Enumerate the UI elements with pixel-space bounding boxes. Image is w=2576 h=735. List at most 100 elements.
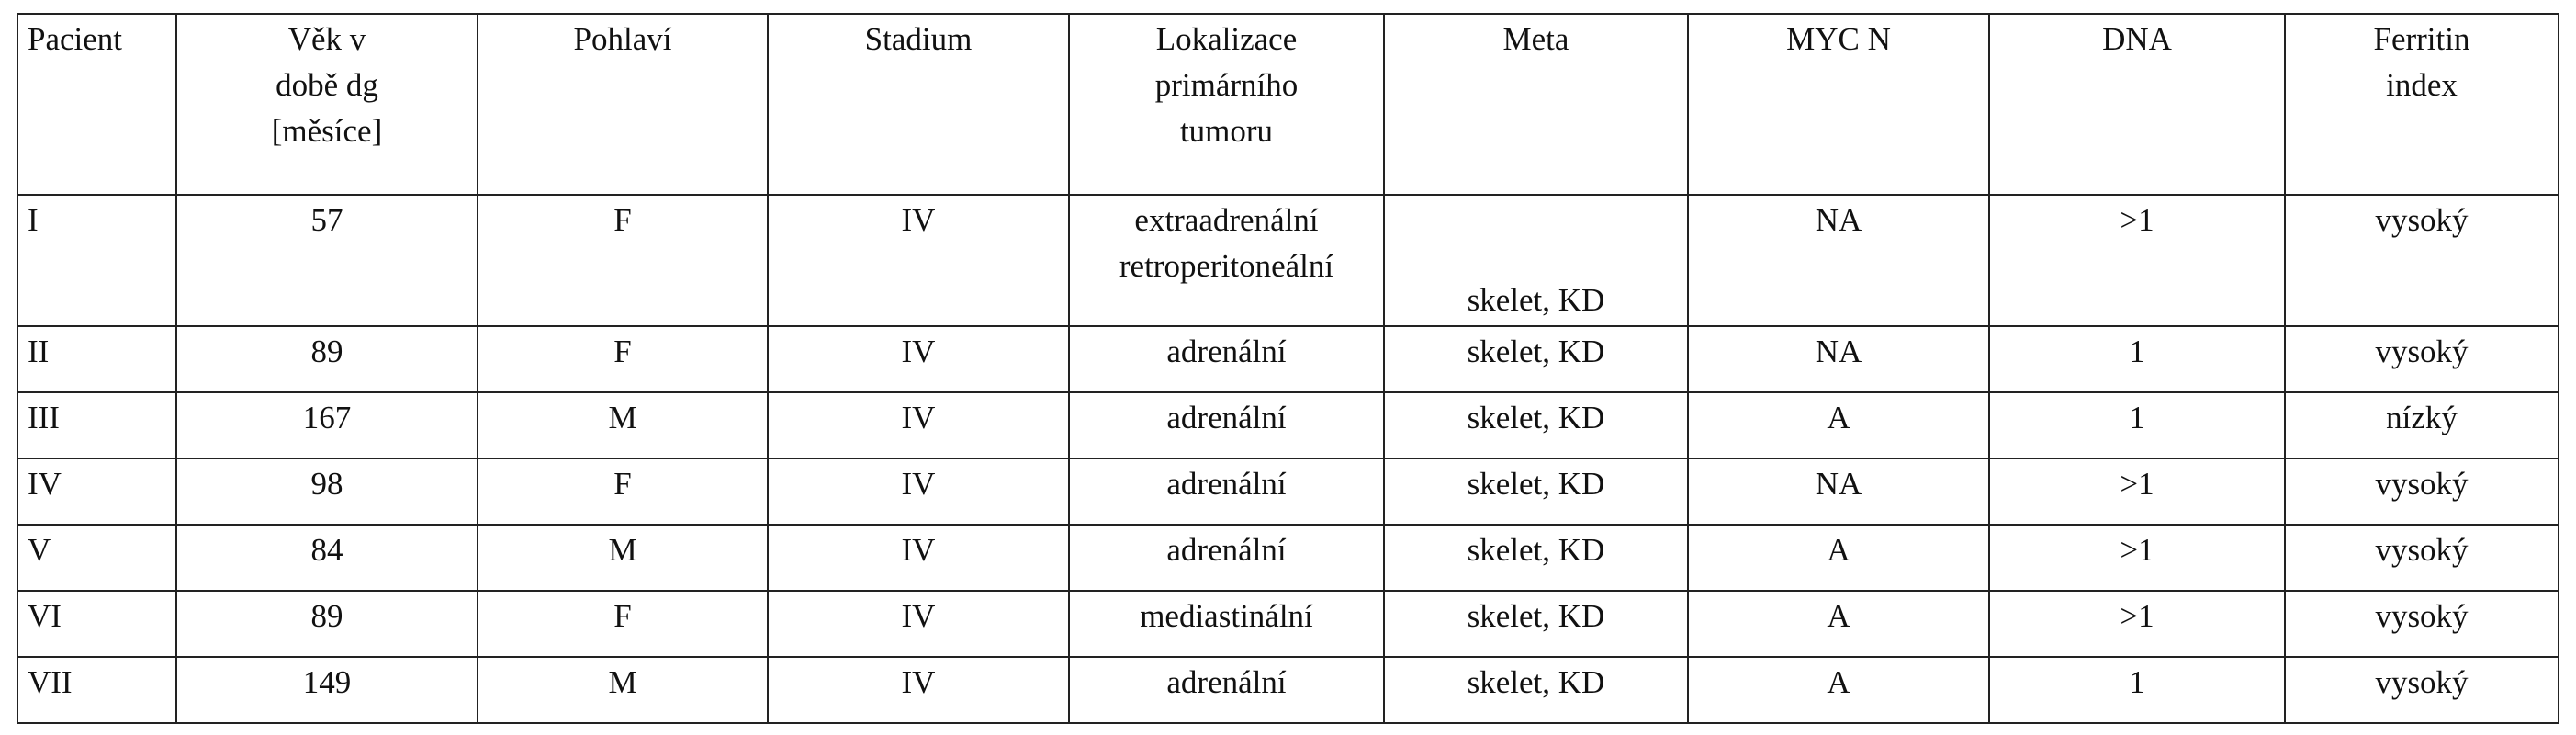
table-cell: A xyxy=(1687,590,1990,658)
table-cell: 89 xyxy=(175,590,478,658)
header-cell: Pohlaví xyxy=(477,13,769,196)
table-cell: skelet, KD xyxy=(1383,325,1689,393)
cell-line: tumoru xyxy=(1179,113,1274,149)
table-cell: NA xyxy=(1687,194,1990,327)
table-cell: IV xyxy=(767,391,1070,459)
header-cell: Stadium xyxy=(767,13,1070,196)
table-cell: IV xyxy=(767,656,1070,724)
table-cell: mediastinální xyxy=(1068,590,1385,658)
header-row: Pacient Věk v době dg [měsíce] Pohlaví Stadiu… xyxy=(17,13,2559,196)
cell-line: Věk v xyxy=(287,21,366,57)
table-cell: 57 xyxy=(175,194,478,327)
table-cell: NA xyxy=(1687,458,1990,526)
header-cell: Pacient xyxy=(17,13,177,196)
table-row: III 167 M IV adrenální skelet, KD A 1 nízký xyxy=(17,391,2559,459)
table-cell: skelet, KD xyxy=(1383,194,1689,327)
table-cell: IV xyxy=(767,590,1070,658)
header-cell: DNA xyxy=(1988,13,2286,196)
cell-line: [měsíce] xyxy=(271,113,383,149)
table-cell: adrenální xyxy=(1068,524,1385,592)
cell-line: Pohlaví xyxy=(573,21,672,57)
cell-line: Meta xyxy=(1502,21,1569,57)
table-cell: NA xyxy=(1687,325,1990,393)
table-cell: A xyxy=(1687,656,1990,724)
table-row: I 57 F IV extraadrenální retroperitoneální ske… xyxy=(17,194,2559,327)
header-cell: Věk v době dg [měsíce] xyxy=(175,13,478,196)
table-cell: 89 xyxy=(175,325,478,393)
table-cell: VI xyxy=(17,590,177,658)
table-cell: M xyxy=(477,524,769,592)
table-cell: vysoký xyxy=(2284,524,2559,592)
cell-line: Lokalizace xyxy=(1155,21,1298,57)
table-cell: M xyxy=(477,656,769,724)
table-cell: >1 xyxy=(1988,590,2286,658)
table-cell: skelet, KD xyxy=(1383,458,1689,526)
table-cell: 149 xyxy=(175,656,478,724)
table-cell: M xyxy=(477,391,769,459)
table-cell: adrenální xyxy=(1068,458,1385,526)
table-cell: IV xyxy=(767,325,1070,393)
table-wrap: Pacient Věk v době dg [měsíce] Pohlaví Stadiu… xyxy=(17,13,2559,724)
table-cell: IV xyxy=(767,524,1070,592)
table-cell: adrenální xyxy=(1068,391,1385,459)
cell-line: primárního xyxy=(1154,67,1299,103)
table-cell: vysoký xyxy=(2284,194,2559,327)
table-cell: 1 xyxy=(1988,391,2286,459)
table-row: V 84 M IV adrenální skelet, KD A >1 vysoký xyxy=(17,524,2559,592)
table-cell: 1 xyxy=(1988,656,2286,724)
table-cell: skelet, KD xyxy=(1383,590,1689,658)
table-cell: >1 xyxy=(1988,458,2286,526)
cell-line: době dg xyxy=(276,67,378,103)
table-cell: skelet, KD xyxy=(1383,391,1689,459)
table-cell: vysoký xyxy=(2284,458,2559,526)
table-cell: vysoký xyxy=(2284,325,2559,393)
table-cell: IV xyxy=(767,194,1070,327)
table-cell: >1 xyxy=(1988,524,2286,592)
table-cell: F xyxy=(477,325,769,393)
table-cell: F xyxy=(477,590,769,658)
table-cell: adrenální xyxy=(1068,325,1385,393)
table-cell: 1 xyxy=(1988,325,2286,393)
table-cell: >1 xyxy=(1988,194,2286,327)
table-cell: extraadrenální retroperitoneální xyxy=(1068,194,1385,327)
cell-line: retroperitoneální xyxy=(1119,248,1334,284)
table-cell: A xyxy=(1687,391,1990,459)
cell-line: extraadrenální xyxy=(1134,202,1319,238)
cell-line: Pacient xyxy=(28,21,123,57)
cell-line: MYC N xyxy=(1786,21,1891,57)
header-cell: Lokalizace primárního tumoru xyxy=(1068,13,1385,196)
table-body: Pacient Věk v době dg [měsíce] Pohlaví Stadiu… xyxy=(17,13,2559,724)
table-cell: nízký xyxy=(2284,391,2559,459)
header-cell: MYC N xyxy=(1687,13,1990,196)
table-cell: III xyxy=(17,391,177,459)
cell-line: index xyxy=(2386,67,2458,103)
data-table: Pacient Věk v době dg [měsíce] Pohlaví Stadiu… xyxy=(17,13,2559,724)
table-cell: IV xyxy=(17,458,177,526)
table-cell: I xyxy=(17,194,177,327)
table-cell: IV xyxy=(767,458,1070,526)
table-row: IV 98 F IV adrenální skelet, KD NA >1 vysoký xyxy=(17,458,2559,526)
table-cell: II xyxy=(17,325,177,393)
cell-line: DNA xyxy=(2102,21,2172,57)
table-cell: F xyxy=(477,194,769,327)
header-cell: Meta xyxy=(1383,13,1689,196)
table-row: II 89 F IV adrenální skelet, KD NA 1 vysoký xyxy=(17,325,2559,393)
table-cell: 167 xyxy=(175,391,478,459)
table-cell: 84 xyxy=(175,524,478,592)
table-cell: adrenální xyxy=(1068,656,1385,724)
table-cell: 98 xyxy=(175,458,478,526)
table-cell: VII xyxy=(17,656,177,724)
cell-line: Ferritin xyxy=(2373,21,2470,57)
table-row: VII 149 M IV adrenální skelet, KD A 1 vysoký xyxy=(17,656,2559,724)
table-cell: vysoký xyxy=(2284,656,2559,724)
table-cell: A xyxy=(1687,524,1990,592)
table-cell: vysoký xyxy=(2284,590,2559,658)
cell-line: Stadium xyxy=(864,21,973,57)
table-cell: F xyxy=(477,458,769,526)
table-cell: V xyxy=(17,524,177,592)
header-cell: Ferritin index xyxy=(2284,13,2559,196)
table-cell: skelet, KD xyxy=(1383,656,1689,724)
table-row: VI 89 F IV mediastinální skelet, KD A >1 vysoký xyxy=(17,590,2559,658)
table-cell: skelet, KD xyxy=(1383,524,1689,592)
